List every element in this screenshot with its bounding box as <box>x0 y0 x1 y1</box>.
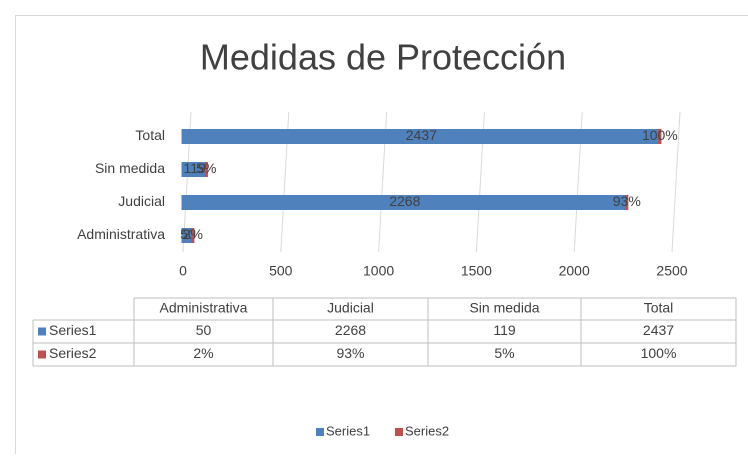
data-label: 2268 <box>389 193 420 209</box>
table-header: Judicial <box>327 300 374 316</box>
table-cell: 100% <box>641 345 677 361</box>
y-tick-label: Total <box>135 127 165 143</box>
table-header: Sin medida <box>469 300 539 316</box>
table-cell: 2% <box>193 345 213 361</box>
data-label: 100% <box>642 127 678 143</box>
table-cell: 2268 <box>335 322 366 338</box>
y-tick-label: Sin medida <box>95 160 165 176</box>
legend-key <box>316 428 324 436</box>
table-cell: 93% <box>336 345 364 361</box>
x-tick-label: 1000 <box>363 263 394 279</box>
data-label: 2437 <box>406 127 437 143</box>
x-tick-label: 1500 <box>461 263 492 279</box>
x-tick-label: 2500 <box>656 263 687 279</box>
table-header: Administrativa <box>160 300 248 316</box>
x-tick-label: 2000 <box>559 263 590 279</box>
data-label: 5% <box>196 160 216 176</box>
table-cell: 119 <box>493 322 516 338</box>
x-tick-label: 0 <box>179 263 187 279</box>
y-tick-label: Administrativa <box>77 226 165 242</box>
legend-key <box>395 428 403 436</box>
chart-title: Medidas de Protección <box>200 37 566 78</box>
legend-label: Series2 <box>405 423 449 438</box>
table-key <box>38 351 46 359</box>
x-tick-label: 500 <box>269 263 293 279</box>
table-cell: 5% <box>494 345 514 361</box>
data-label: 2% <box>183 226 203 242</box>
table-key <box>38 328 46 336</box>
table-series-name: Series2 <box>49 345 97 361</box>
table-header: Total <box>644 300 674 316</box>
table-cell: 2437 <box>643 322 674 338</box>
table-cell: 50 <box>196 322 212 338</box>
y-tick-label: Judicial <box>118 193 165 209</box>
table-series-name: Series1 <box>49 322 97 338</box>
legend-label: Series1 <box>326 423 370 438</box>
data-label: 93% <box>613 193 641 209</box>
